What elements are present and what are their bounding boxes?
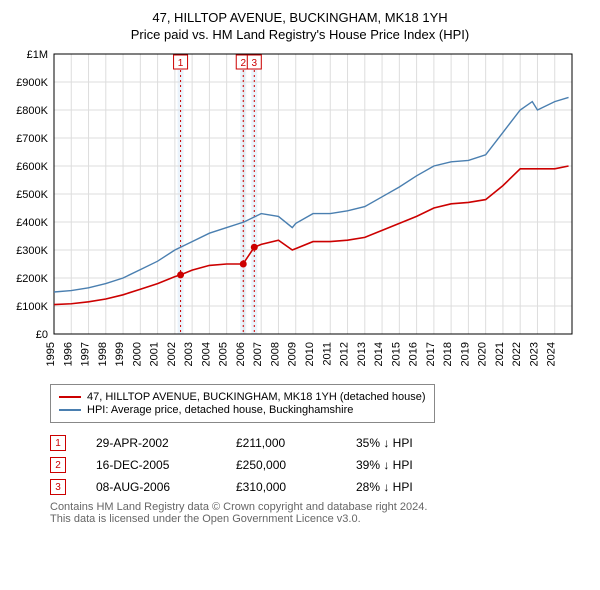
svg-text:2023: 2023: [528, 342, 540, 366]
transaction-marker: 1: [50, 435, 66, 451]
svg-text:2020: 2020: [477, 342, 489, 366]
transaction-price: £250,000: [236, 458, 326, 472]
svg-text:£800K: £800K: [16, 105, 48, 117]
svg-text:2014: 2014: [373, 342, 385, 366]
svg-text:1999: 1999: [114, 342, 126, 366]
transaction-delta: 28% ↓ HPI: [356, 480, 456, 494]
chart-title-block: 47, HILLTOP AVENUE, BUCKINGHAM, MK18 1YH…: [10, 10, 590, 42]
transaction-price: £211,000: [236, 436, 326, 450]
legend-label: HPI: Average price, detached house, Buck…: [87, 404, 353, 416]
chart-container: £0 £100K £200K £300K £400K £500K £600K £700K £80…: [10, 50, 590, 378]
svg-text:2005: 2005: [218, 342, 230, 366]
transaction-price: £310,000: [236, 480, 326, 494]
svg-text:£900K: £900K: [16, 77, 48, 89]
transaction-date: 29-APR-2002: [96, 436, 206, 450]
svg-text:2019: 2019: [459, 342, 471, 366]
svg-text:2002: 2002: [166, 342, 178, 366]
transaction-marker: 2: [50, 457, 66, 473]
transaction-delta: 39% ↓ HPI: [356, 458, 456, 472]
transaction-marker: 3: [50, 479, 66, 495]
transactions-table: 1 29-APR-2002 £211,000 35% ↓ HPI 2 16-DEC-200…: [50, 435, 590, 495]
svg-text:£100K: £100K: [16, 301, 48, 313]
svg-text:£700K: £700K: [16, 133, 48, 145]
svg-text:£500K: £500K: [16, 189, 48, 201]
svg-text:£200K: £200K: [16, 273, 48, 285]
legend-label: 47, HILLTOP AVENUE, BUCKINGHAM, MK18 1YH…: [87, 391, 426, 403]
svg-text:£300K: £300K: [16, 245, 48, 257]
svg-text:2012: 2012: [339, 342, 351, 366]
svg-text:1997: 1997: [80, 342, 92, 366]
svg-text:1998: 1998: [97, 342, 109, 366]
transaction-row: 1 29-APR-2002 £211,000 35% ↓ HPI: [50, 435, 590, 451]
transaction-date: 08-AUG-2006: [96, 480, 206, 494]
legend-row: 47, HILLTOP AVENUE, BUCKINGHAM, MK18 1YH…: [59, 391, 426, 403]
legend-swatch: [59, 396, 81, 398]
title-line-1: 47, HILLTOP AVENUE, BUCKINGHAM, MK18 1YH: [10, 10, 590, 25]
svg-text:2016: 2016: [408, 342, 420, 366]
svg-text:2000: 2000: [131, 342, 143, 366]
svg-text:2011: 2011: [321, 342, 333, 366]
price-chart: £0 £100K £200K £300K £400K £500K £600K £700K £80…: [10, 50, 580, 378]
svg-text:2010: 2010: [304, 342, 316, 366]
svg-text:2024: 2024: [546, 342, 558, 366]
transaction-row: 2 16-DEC-2005 £250,000 39% ↓ HPI: [50, 457, 590, 473]
transaction-delta: 35% ↓ HPI: [356, 436, 456, 450]
title-line-2: Price paid vs. HM Land Registry's House …: [10, 27, 590, 42]
svg-text:1996: 1996: [62, 342, 74, 366]
svg-text:2022: 2022: [511, 342, 523, 366]
svg-text:3: 3: [252, 58, 258, 69]
svg-text:2003: 2003: [183, 342, 195, 366]
svg-text:2021: 2021: [494, 342, 506, 366]
svg-text:2015: 2015: [390, 342, 402, 366]
svg-text:2008: 2008: [269, 342, 281, 366]
transaction-date: 16-DEC-2005: [96, 458, 206, 472]
footer-line-2: This data is licensed under the Open Gov…: [50, 513, 590, 525]
transaction-row: 3 08-AUG-2006 £310,000 28% ↓ HPI: [50, 479, 590, 495]
legend-swatch: [59, 409, 81, 411]
svg-text:2001: 2001: [149, 342, 161, 366]
svg-text:2007: 2007: [252, 342, 264, 366]
footer: Contains HM Land Registry data © Crown c…: [50, 501, 590, 525]
svg-text:£600K: £600K: [16, 161, 48, 173]
svg-text:1995: 1995: [45, 342, 57, 366]
svg-text:£0: £0: [36, 329, 48, 341]
legend-row: HPI: Average price, detached house, Buck…: [59, 404, 426, 416]
svg-text:2009: 2009: [287, 342, 299, 366]
svg-text:1: 1: [178, 58, 184, 69]
svg-text:2018: 2018: [442, 342, 454, 366]
svg-text:2006: 2006: [235, 342, 247, 366]
svg-text:£400K: £400K: [16, 217, 48, 229]
svg-text:2013: 2013: [356, 342, 368, 366]
svg-text:2017: 2017: [425, 342, 437, 366]
legend: 47, HILLTOP AVENUE, BUCKINGHAM, MK18 1YH…: [50, 384, 435, 423]
footer-line-1: Contains HM Land Registry data © Crown c…: [50, 501, 590, 513]
svg-text:2: 2: [240, 58, 246, 69]
svg-text:2004: 2004: [200, 342, 212, 366]
svg-text:£1M: £1M: [27, 50, 48, 61]
